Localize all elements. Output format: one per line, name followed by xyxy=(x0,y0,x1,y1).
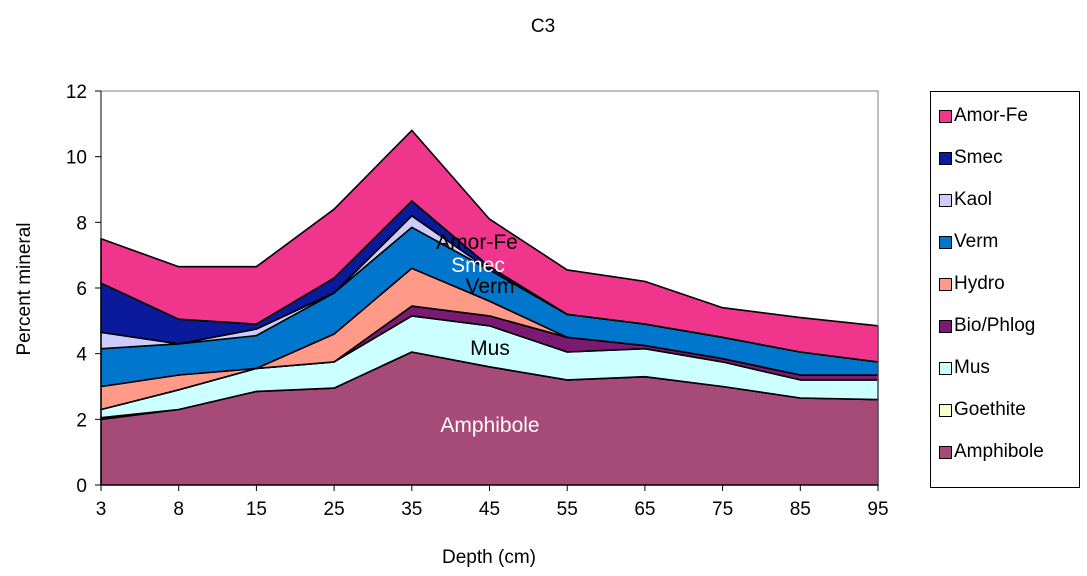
x-tick-label: 75 xyxy=(712,499,733,520)
x-tick-label: 3 xyxy=(96,499,107,520)
legend-item: Bio/Phlog xyxy=(939,314,1035,338)
y-tick-label: 0 xyxy=(76,476,87,497)
legend-label: Kaol xyxy=(954,189,993,210)
y-axis-label: Percent mineral xyxy=(14,222,35,355)
axes-group: 0 2 4 6 8 10 12 3 8 15 25 35 45 55 65 75 85 95 xyxy=(66,82,889,520)
x-tick-label: 45 xyxy=(479,499,500,520)
legend-swatch xyxy=(939,361,952,375)
legend-label: Amphibole xyxy=(954,441,1044,462)
y-tick-label: 10 xyxy=(66,148,87,169)
legend-label: Bio/Phlog xyxy=(954,315,1036,336)
chart-title: C3 xyxy=(531,16,555,37)
legend-label: Goethite xyxy=(954,399,1026,420)
legend-label: Hydro xyxy=(954,273,1005,294)
y-tick-label: 6 xyxy=(76,279,87,300)
x-tick-label: 35 xyxy=(401,499,422,520)
legend-item: Verm xyxy=(939,230,998,254)
legend: Amor-Fe Smec Kaol Verm Hydro Bio/Phlog Mus Goet… xyxy=(930,91,1080,488)
annotation-smec: Smec xyxy=(451,254,505,277)
legend-swatch xyxy=(939,445,952,459)
legend-swatch xyxy=(939,277,952,291)
legend-label: Mus xyxy=(954,357,990,378)
legend-item: Kaol xyxy=(939,188,992,212)
y-tick-label: 4 xyxy=(76,345,87,366)
legend-item: Amor-Fe xyxy=(939,104,1028,128)
x-tick-label: 25 xyxy=(324,499,345,520)
x-tick-label: 85 xyxy=(790,499,811,520)
legend-label: Verm xyxy=(954,231,999,252)
legend-item: Amphibole xyxy=(939,440,1044,464)
legend-item: Mus xyxy=(939,356,990,380)
legend-swatch xyxy=(939,235,952,249)
x-tick-label: 8 xyxy=(173,499,184,520)
x-tick-label: 65 xyxy=(634,499,655,520)
legend-item: Smec xyxy=(939,146,1003,170)
legend-swatch xyxy=(939,151,952,165)
x-axis-label: Depth (cm) xyxy=(442,547,536,568)
legend-label: Smec xyxy=(954,147,1003,168)
legend-swatch xyxy=(939,403,952,417)
legend-swatch xyxy=(939,319,952,333)
legend-swatch xyxy=(939,109,952,123)
legend-label: Amor-Fe xyxy=(954,105,1028,126)
annotation-mus: Mus xyxy=(470,337,510,360)
x-tick-label: 55 xyxy=(557,499,578,520)
legend-swatch xyxy=(939,193,952,207)
x-tick-label: 15 xyxy=(246,499,267,520)
legend-item: Goethite xyxy=(939,398,1026,422)
annotation-verm: Verm xyxy=(465,275,514,298)
y-tick-label: 12 xyxy=(66,82,87,103)
legend-item: Hydro xyxy=(939,272,1005,296)
annotation-amor-fe: Amor-Fe xyxy=(436,231,518,254)
annotation-amphibole: Amphibole xyxy=(440,414,539,437)
y-tick-label: 8 xyxy=(76,213,87,234)
y-tick-label: 2 xyxy=(76,410,87,431)
x-tick-label: 95 xyxy=(867,499,888,520)
